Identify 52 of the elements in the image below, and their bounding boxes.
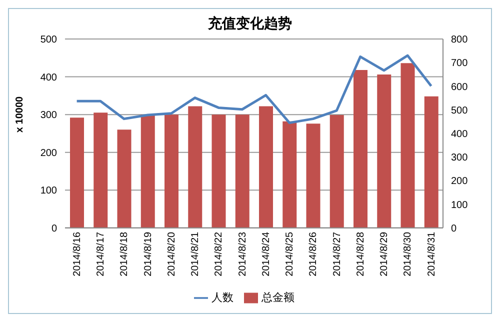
x-tick-label: 2014/8/18 [119,231,130,276]
y2-tick-label: 0 [451,223,457,234]
legend-label: 总金额 [262,292,294,304]
y-tick-label: 100 [40,186,58,197]
x-tick-label: 2014/8/22 [214,231,225,276]
x-tick-label: 2014/8/23 [237,231,248,276]
y-tick-label: 0 [51,223,58,234]
y2-tick-label: 800 [451,34,468,46]
x-tick-label: 2014/8/24 [260,231,272,276]
x-tick-label: 2014/8/16 [72,231,83,276]
bar [117,130,132,228]
bar [235,114,250,228]
x-tick-label: 2014/8/17 [96,231,107,276]
legend-label: 人数 [212,292,234,304]
bar [424,96,438,228]
y-tick-label: 200 [40,148,58,159]
bar [259,106,273,228]
y2-tick-label: 500 [451,105,468,116]
bar [400,63,415,228]
x-tick-label: 2014/8/27 [332,231,343,276]
x-tick-label: 2014/8/20 [166,231,178,276]
x-tick-label: 2014/8/26 [308,231,320,276]
bar [354,70,368,228]
x-tick-label: 2014/8/25 [284,231,296,276]
x-tick-label: 2014/8/21 [190,231,202,276]
y-tick-label: 500 [40,34,58,46]
chart-title: 充值变化趋势 [207,15,293,33]
x-tick-label: 2014/8/30 [402,231,414,276]
bar [164,114,178,228]
bar [94,112,108,228]
bar [377,74,392,228]
x-tick-label: 2014/8/29 [379,231,390,276]
bar [306,124,320,228]
y2-tick-label: 100 [451,200,468,211]
bar [212,114,226,228]
y2-tick-label: 400 [451,129,468,140]
y2-tick-label: 700 [451,58,468,70]
bar [282,121,297,228]
y-tick-label: 300 [40,110,58,122]
bar [140,114,155,228]
bar [188,106,202,228]
y2-tick-label: 600 [451,82,468,93]
y2-tick-label: 200 [451,176,468,188]
line-series [76,54,432,124]
y-axis-title: x 10000 [14,96,26,132]
bar [70,118,84,228]
y2-tick-label: 300 [451,152,468,164]
x-tick-label: 2014/8/31 [426,231,438,276]
bar [330,114,344,228]
x-tick-label: 2014/8/28 [355,231,366,276]
x-tick-label: 2014/8/19 [142,231,154,276]
y-tick-label: 400 [40,72,58,84]
